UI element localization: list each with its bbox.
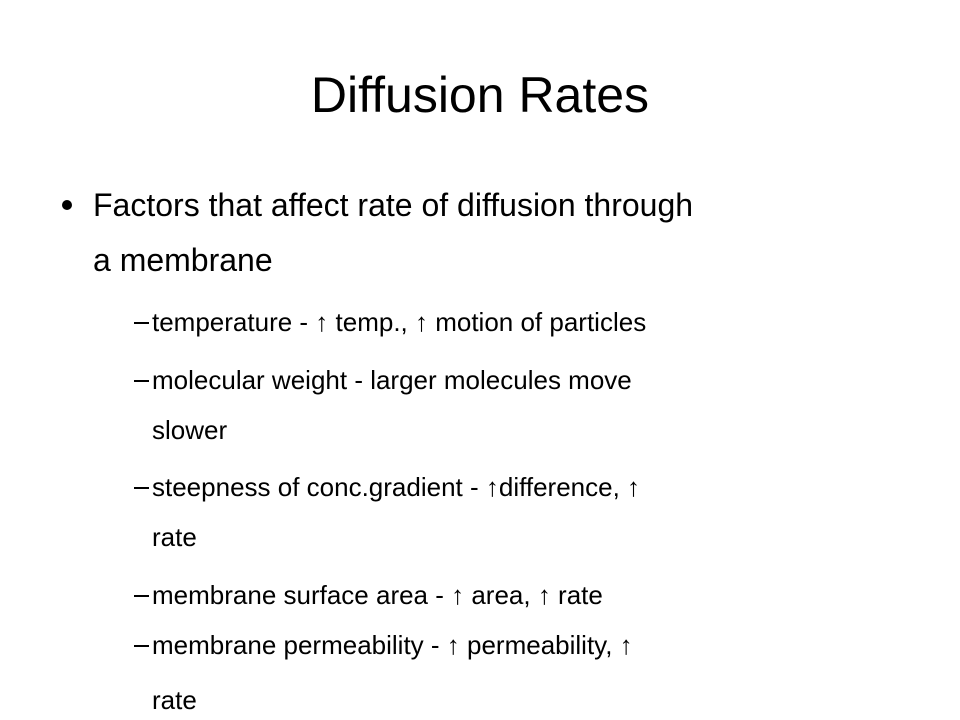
- slide-title: Diffusion Rates: [310, 67, 650, 123]
- bullet-text: a membrane: [93, 242, 273, 278]
- sub-bullet-text: membrane permeability - ↑ permeability, …: [152, 630, 633, 660]
- sub-bullet-dash: [134, 645, 149, 647]
- bullet-text: Factors that affect rate of diffusion th…: [93, 187, 694, 223]
- sub-bullet-dash: [134, 322, 149, 324]
- sub-bullet-text: temperature - ↑ temp., ↑ motion of parti…: [152, 307, 647, 337]
- sub-bullet-dash: [134, 380, 149, 382]
- sub-bullet-text: rate: [152, 685, 197, 715]
- sub-bullet-text: slower: [152, 415, 228, 445]
- sub-bullet-text: molecular weight - larger molecules move: [152, 365, 632, 395]
- sub-bullet-text: steepness of conc.gradient - ↑difference…: [152, 472, 641, 502]
- sub-bullet-dash: [134, 487, 149, 489]
- sub-bullet-dash: [134, 595, 149, 597]
- sub-bullet-text: rate: [152, 522, 197, 552]
- bullet-marker: [62, 200, 72, 210]
- sub-bullet-text: membrane surface area - ↑ area, ↑ rate: [152, 580, 603, 610]
